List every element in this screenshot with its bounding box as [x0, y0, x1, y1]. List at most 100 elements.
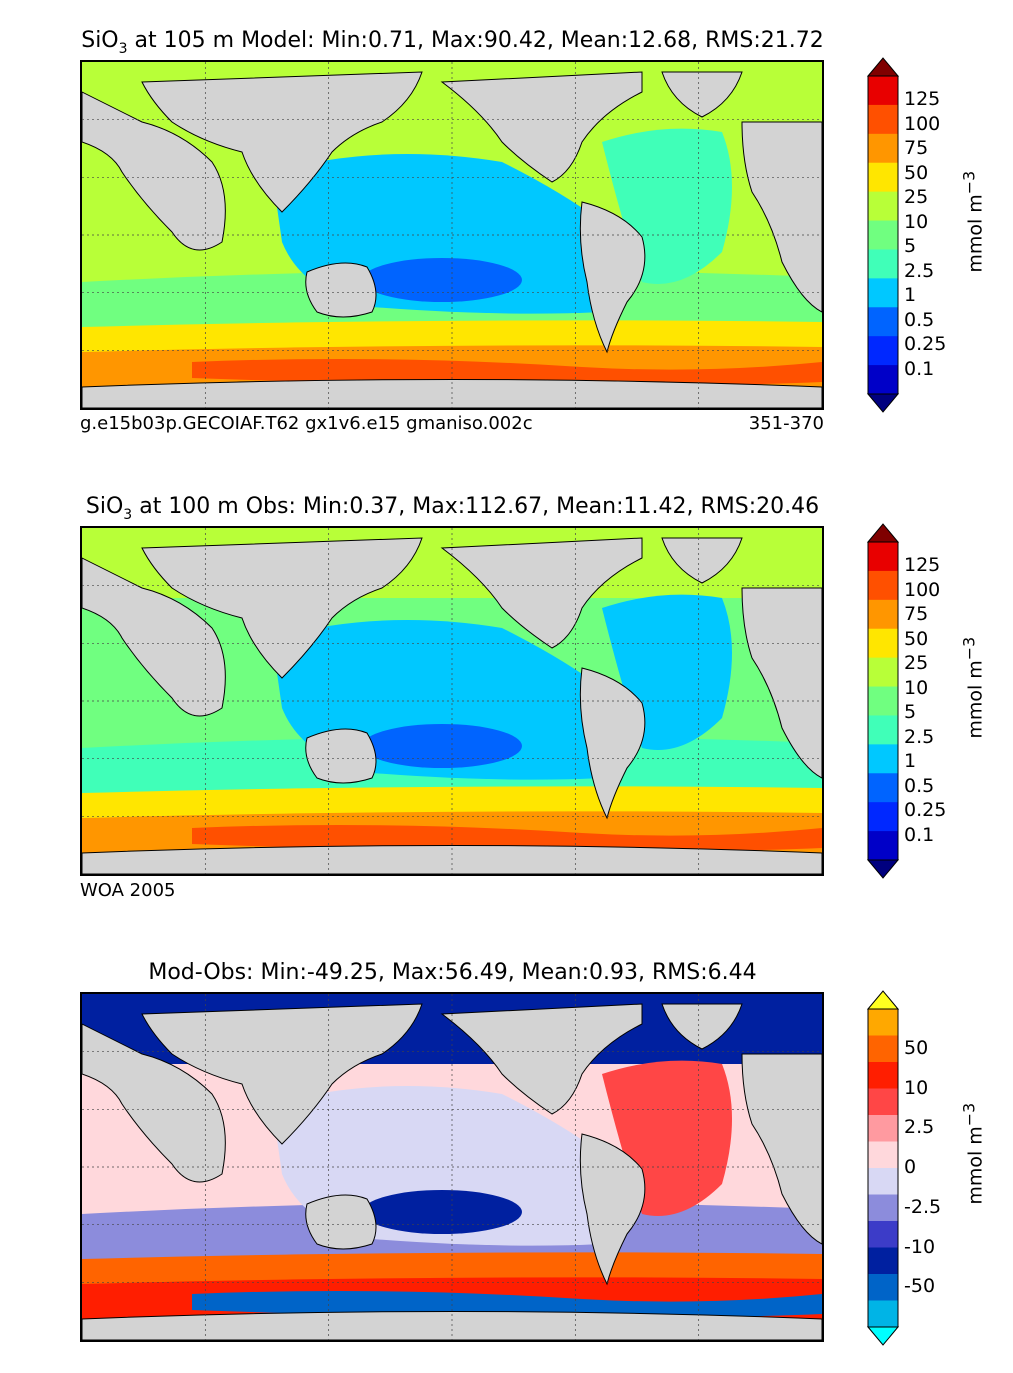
obs-australia	[305, 728, 377, 784]
model-pacific-core	[362, 258, 522, 302]
colorbar-bin	[868, 365, 898, 395]
obs-colorbar-unit: mmol m−3	[959, 636, 987, 739]
colorbar-bin	[868, 162, 898, 193]
diff-south-band-3	[192, 1290, 822, 1319]
model-colorbar	[866, 57, 900, 413]
colorbar-bin	[868, 599, 898, 630]
colorbar-tick-label: 1	[904, 284, 917, 307]
colorbar-tick-label: 0.5	[904, 308, 935, 331]
model-eurasia	[141, 71, 423, 213]
colorbar-tick-label: -50	[904, 1275, 936, 1298]
colorbar-extend-bottom	[866, 393, 900, 413]
obs-svg	[82, 528, 822, 874]
panel1-caption-right: 351-370	[748, 413, 824, 434]
diff-colorbar-unit: mmol m−3	[959, 1102, 987, 1205]
colorbar-svg	[866, 57, 900, 413]
colorbar-bin	[868, 1247, 898, 1275]
colorbar-bin	[868, 570, 898, 601]
diff-map	[80, 992, 824, 1342]
colorbar-bin	[868, 220, 898, 250]
model-north-america	[440, 71, 643, 183]
colorbar-bin	[868, 133, 898, 164]
diff-pacific-core	[362, 1190, 522, 1234]
diff-europe-africa-east	[741, 1053, 822, 1245]
colorbar-extend-top	[866, 523, 900, 543]
colorbar-tick-label: 5	[904, 235, 917, 258]
colorbar-frame	[867, 1008, 899, 1328]
obs-map	[80, 526, 824, 876]
obs-greenland	[661, 537, 743, 584]
colorbar-bin	[868, 1009, 898, 1036]
model-colorbar-unit: mmol m−3	[959, 170, 987, 273]
colorbar-bin	[868, 686, 898, 716]
colorbar-tick-label: 0.1	[904, 823, 935, 846]
colorbar-bin	[868, 1300, 898, 1328]
colorbar-tick-label: 5	[904, 701, 917, 724]
colorbar-bin	[868, 1115, 898, 1142]
colorbar-bin	[868, 1168, 898, 1195]
colorbar-extend-top	[866, 57, 900, 77]
colorbar-tick-label: 2.5	[904, 1116, 935, 1139]
colorbar-tick-label: 100	[904, 578, 941, 601]
obs-pacific-core	[362, 724, 522, 768]
obs-south-america	[579, 667, 646, 820]
diff-africa	[82, 1023, 226, 1183]
colorbar-bin	[868, 191, 898, 222]
colorbar-bin	[868, 744, 898, 774]
model-greenland	[661, 71, 743, 118]
colorbar-bin	[868, 628, 898, 659]
colorbar-svg	[866, 523, 900, 879]
diff-svg	[82, 994, 822, 1340]
panel3-title: Mod-Obs: Min:-49.25, Max:56.49, Mean:0.9…	[148, 960, 757, 985]
colorbar-tick-label: 0.5	[904, 774, 935, 797]
colorbar-tick-label: 50	[904, 627, 929, 650]
colorbar-svg	[866, 990, 900, 1346]
diff-colorbar	[866, 990, 900, 1346]
colorbar-bin	[868, 1141, 898, 1169]
model-svg	[82, 62, 822, 408]
colorbar-tick-label: 0	[904, 1156, 917, 1178]
diff-north-america	[440, 1003, 643, 1115]
model-europe-africa-east	[741, 121, 822, 313]
model-south-america	[579, 201, 646, 354]
colorbar-tick-label: 25	[904, 186, 929, 209]
panel1-title: SiO3 at 105 m Model: Min:0.71, Max:90.42…	[81, 28, 824, 57]
colorbar-tick-label: 125	[904, 88, 941, 111]
colorbar-tick-label: 75	[904, 603, 929, 626]
obs-north-america	[440, 537, 643, 649]
colorbar-tick-label: 10	[904, 676, 929, 699]
colorbar-tick-label: 125	[904, 554, 941, 577]
colorbar-tick-label: 50	[904, 1036, 929, 1059]
colorbar-tick-label: 2.5	[904, 725, 935, 748]
colorbar-bin	[868, 104, 898, 135]
colorbar-bin	[868, 76, 898, 106]
diff-eurasia	[141, 1003, 423, 1145]
model-africa	[82, 91, 226, 251]
colorbar-extend-bottom	[866, 1326, 900, 1346]
colorbar-bin	[868, 773, 898, 803]
panel1-caption-left: g.e15b03p.GECOIAF.T62 gx1v6.e15 gmaniso.…	[80, 413, 533, 434]
model-south-band-3	[192, 358, 822, 387]
obs-africa	[82, 557, 226, 717]
colorbar-bin	[868, 802, 898, 832]
colorbar-tick-label: 75	[904, 137, 929, 160]
diff-australia	[305, 1194, 377, 1250]
colorbar-tick-label: -10	[904, 1235, 936, 1258]
colorbar-bin	[868, 1035, 898, 1063]
obs-colorbar	[866, 523, 900, 879]
colorbar-tick-label: 25	[904, 652, 929, 675]
diff-greenland	[661, 1003, 743, 1050]
colorbar-tick-label: 0.1	[904, 357, 935, 380]
panel2-caption-left: WOA 2005	[80, 880, 176, 901]
colorbar-bin	[868, 249, 898, 279]
colorbar-tick-label: 1	[904, 750, 917, 773]
colorbar-tick-label: 10	[904, 210, 929, 233]
colorbar-bin	[868, 1274, 898, 1301]
colorbar-extend-bottom	[866, 859, 900, 879]
colorbar-bin	[868, 1221, 898, 1248]
obs-eurasia	[141, 537, 423, 679]
colorbar-bin	[868, 657, 898, 688]
obs-europe-africa-east	[741, 587, 822, 779]
colorbar-bin	[868, 336, 898, 366]
colorbar-tick-label: 10	[904, 1076, 929, 1099]
